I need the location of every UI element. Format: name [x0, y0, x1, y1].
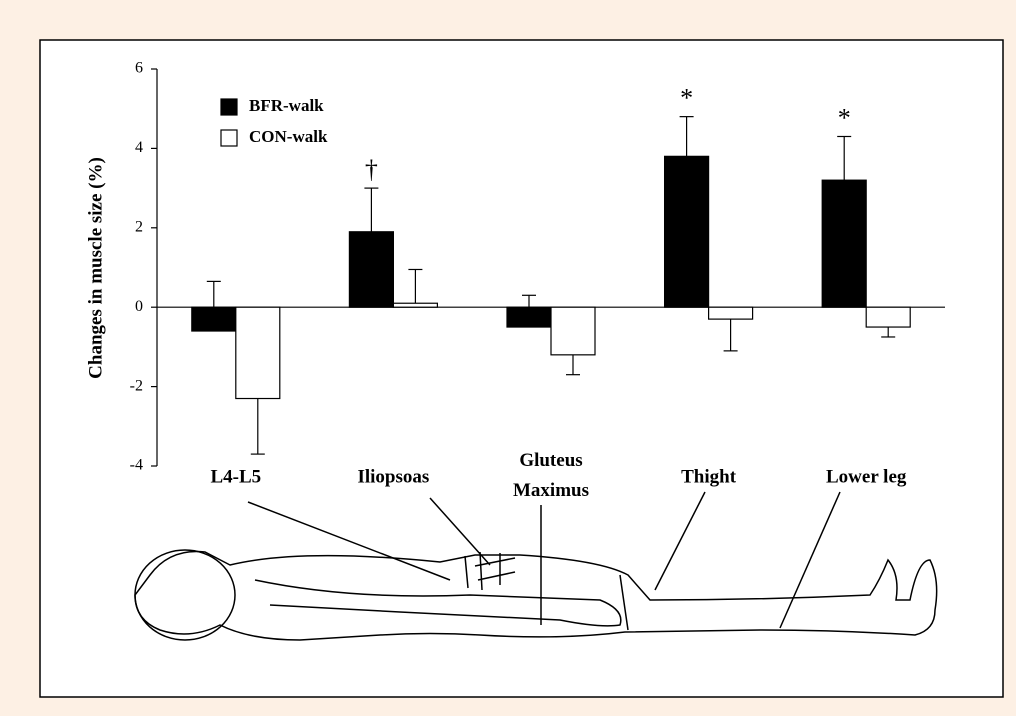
legend-label: BFR-walk	[249, 96, 324, 115]
figure-frame	[40, 40, 1003, 697]
bar	[822, 180, 866, 307]
bar	[236, 307, 280, 398]
legend-swatch	[221, 130, 237, 146]
y-tick-label: 4	[135, 139, 143, 156]
y-tick-label: 2	[135, 218, 143, 235]
significance-marker: *	[680, 84, 693, 113]
bar	[393, 303, 437, 307]
bar	[551, 307, 595, 355]
y-tick-label: -4	[130, 457, 143, 474]
bar	[866, 307, 910, 327]
legend-swatch	[221, 99, 237, 115]
significance-marker: *	[838, 103, 851, 132]
y-axis-label: Changes in muscle size (%)	[85, 157, 106, 379]
bar	[709, 307, 753, 319]
category-label: Iliopsoas	[357, 466, 429, 487]
bar	[349, 232, 393, 307]
chart: Changes in muscle size (%) -4 -2 0 2 4 6 † * * L4…	[0, 0, 1016, 716]
y-tick-label: 6	[135, 60, 143, 77]
category-label: Lower leg	[826, 466, 907, 487]
y-tick-label: -2	[130, 377, 143, 394]
y-tick-label: 0	[135, 298, 143, 315]
category-label: Thight	[681, 466, 737, 487]
significance-marker: †	[365, 155, 378, 184]
legend-label: CON-walk	[249, 127, 328, 146]
bar	[665, 156, 709, 307]
category-label: L4-L5	[210, 466, 261, 487]
